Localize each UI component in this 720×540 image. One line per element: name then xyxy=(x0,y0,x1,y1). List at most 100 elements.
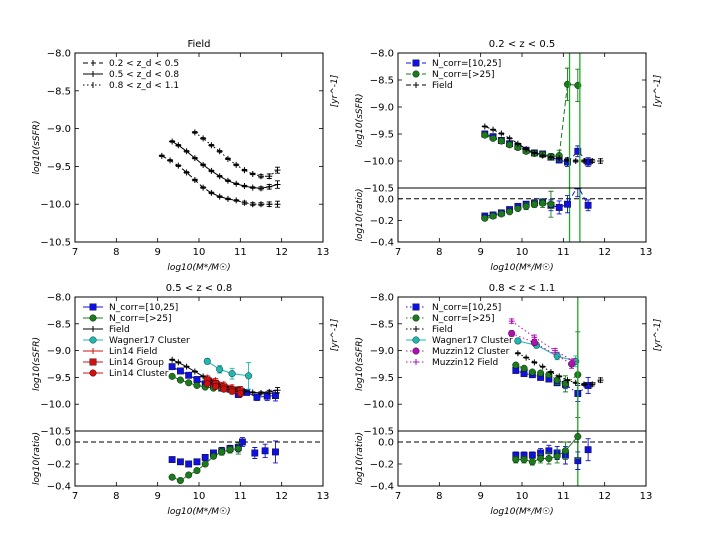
legend-marker xyxy=(90,326,96,332)
data-point xyxy=(581,158,587,164)
legend-label: Field xyxy=(432,325,453,335)
data-point xyxy=(191,177,198,184)
data-point xyxy=(481,214,489,222)
data-point xyxy=(530,339,538,347)
legend-label: 0.5 < z_d < 0.8 xyxy=(109,70,179,80)
data-point xyxy=(266,201,273,208)
data-point xyxy=(183,148,190,155)
legend-label: N_corr=[10,25] xyxy=(109,303,178,313)
panel-field: Field −8.0 −8.5 −9.0 −9.5 −10.0 −10.5 log10(sSF… xyxy=(32,39,340,273)
y-tick-label: −8.5 xyxy=(47,319,71,330)
y-axis-label: log10(sSFR) xyxy=(355,337,365,391)
legend-marker xyxy=(90,348,96,354)
ratio-y-axis-label: log10(ratio) xyxy=(355,432,365,485)
data-point xyxy=(537,455,545,463)
data-point xyxy=(481,123,488,130)
x-tick-label: 12 xyxy=(598,491,611,502)
data-point xyxy=(191,129,198,136)
x-tick-label: 10 xyxy=(193,491,206,502)
data-point xyxy=(589,381,596,388)
data-point xyxy=(497,137,505,145)
data-point xyxy=(574,433,582,441)
panel-z08: 0.8 < z < 1.1−8.0−8.5−9.0−9.5−10.0−10.5l… xyxy=(355,283,663,517)
y-axis-unit: [yr^-1] xyxy=(330,318,340,351)
x-tick-label: 12 xyxy=(275,247,288,258)
data-point xyxy=(193,376,201,383)
data-point xyxy=(191,368,198,375)
legend-marker xyxy=(89,369,97,377)
data-point xyxy=(547,200,555,208)
data-point xyxy=(200,135,207,142)
x-tick-label: 9 xyxy=(154,491,160,502)
y-tick-label: −9.0 xyxy=(370,103,394,114)
data-point xyxy=(523,354,530,361)
data-point xyxy=(520,456,528,464)
data-point xyxy=(514,205,522,213)
y-axis-unit: [yr^-1] xyxy=(653,74,663,107)
y-tick-label: −9.0 xyxy=(47,346,71,357)
y-tick-label: −10.0 xyxy=(363,157,394,168)
x-axis-label: log10(M*/M☉) xyxy=(490,507,553,517)
data-point xyxy=(537,369,545,377)
data-point xyxy=(258,389,264,396)
data-point xyxy=(208,167,215,174)
data-point xyxy=(224,177,231,184)
x-tick-label: 9 xyxy=(477,247,483,258)
data-point xyxy=(581,381,587,388)
data-point xyxy=(220,385,228,393)
data-point xyxy=(530,200,538,208)
panel-z02: 0.2 < z < 0.5−8.0−8.5−9.0−9.5−10.0−10.5l… xyxy=(355,39,663,273)
data-point xyxy=(514,337,522,345)
x-tick-label: 7 xyxy=(395,491,401,502)
data-point xyxy=(185,379,193,387)
legend-marker xyxy=(412,70,420,78)
y-tick-label: −9.5 xyxy=(47,162,71,173)
data-point xyxy=(241,167,248,174)
y-axis-label: log10(sSFR) xyxy=(355,93,365,147)
series-line xyxy=(171,141,278,189)
data-point xyxy=(508,329,516,337)
x-tick-label: 12 xyxy=(275,491,288,502)
legend-label: Muzzin12 Cluster xyxy=(432,347,510,357)
legend-marker xyxy=(412,314,420,322)
data-point xyxy=(261,447,269,455)
data-point xyxy=(508,318,515,325)
legend-label: Lin14 Group xyxy=(109,358,164,368)
series-2 xyxy=(514,350,604,388)
y-tick-label: −10.5 xyxy=(363,427,394,438)
data-point xyxy=(175,162,182,169)
ratio-y-tick-label: −0.2 xyxy=(370,216,394,227)
data-point xyxy=(236,389,244,397)
data-point xyxy=(266,173,273,180)
legend-label: Field xyxy=(109,325,130,335)
data-point xyxy=(506,141,514,149)
data-point xyxy=(249,389,256,396)
data-point xyxy=(241,183,248,190)
x-tick-label: 11 xyxy=(234,491,247,502)
data-point xyxy=(561,447,569,455)
data-point xyxy=(226,446,234,454)
data-point xyxy=(224,195,231,202)
data-point xyxy=(514,350,521,357)
x-tick-label: 9 xyxy=(154,247,160,258)
data-point xyxy=(185,471,193,479)
ratio-y-tick-label: 0.0 xyxy=(378,194,394,205)
data-point xyxy=(531,149,538,156)
y-tick-label: −9.5 xyxy=(370,130,394,141)
data-point xyxy=(522,202,530,210)
legend-marker xyxy=(412,336,420,344)
data-point xyxy=(193,381,201,389)
data-point xyxy=(274,387,281,394)
data-point xyxy=(158,152,165,159)
legend-label: N_corr=[>25] xyxy=(432,70,495,80)
data-point xyxy=(556,373,563,380)
legend-marker xyxy=(89,358,97,366)
data-point xyxy=(175,142,182,149)
data-point xyxy=(552,347,559,354)
data-point xyxy=(489,212,497,220)
data-point xyxy=(514,140,521,147)
chart-title: 0.8 < z < 1.1 xyxy=(489,283,556,294)
data-point xyxy=(228,370,236,378)
x-axis-label: log10(M*/M☉) xyxy=(490,263,553,273)
